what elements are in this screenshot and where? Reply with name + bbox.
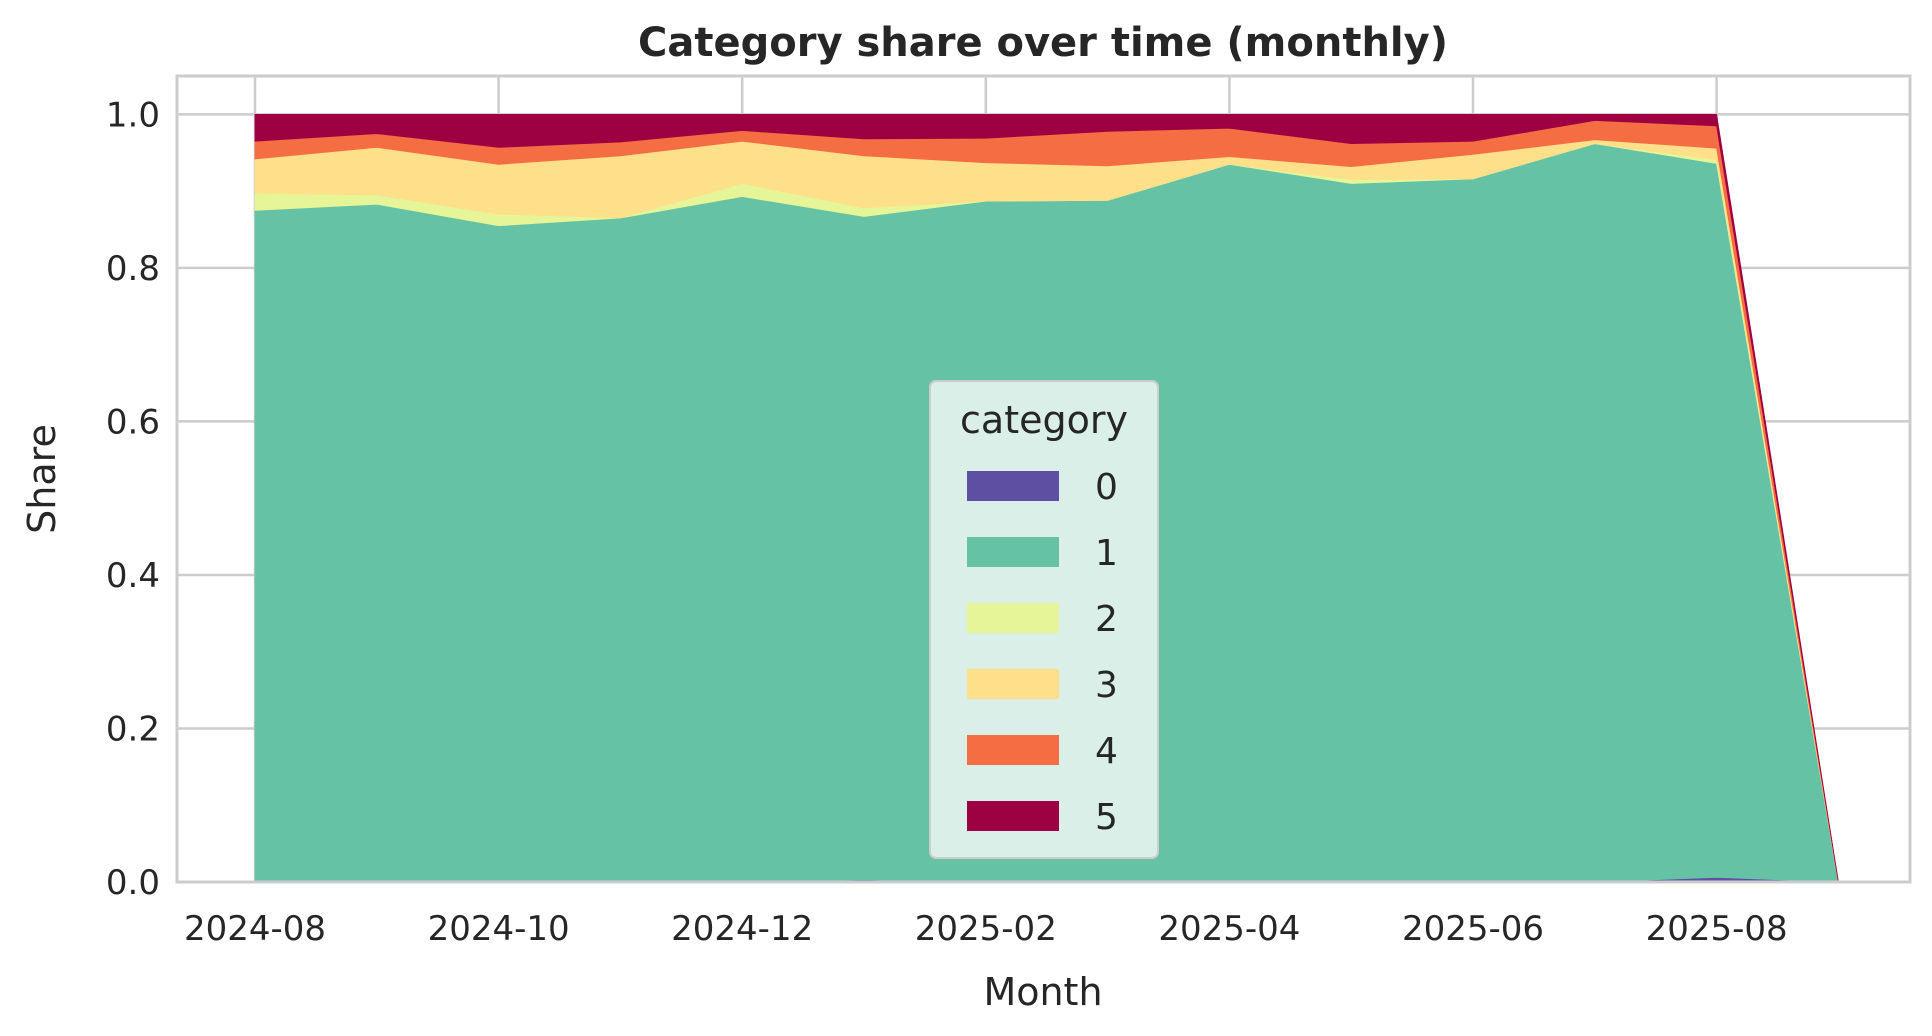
x-tick-labels: 2024-08 2024-10 2024-12 2025-02 2025-04 2025-… <box>184 909 1788 949</box>
x-tick-label-6: 2025-08 <box>1646 909 1788 949</box>
area-series-5 <box>254 114 1839 883</box>
legend-swatch-2 <box>967 603 1059 633</box>
y-tick-label-0: 0.0 <box>106 863 160 903</box>
x-tick-label-5: 2025-06 <box>1402 909 1544 949</box>
x-tick-label-1: 2024-10 <box>428 909 570 949</box>
legend-label-1: 1 <box>1095 533 1118 574</box>
x-tick-label-0: 2024-08 <box>184 909 326 949</box>
y-tick-label-2: 0.4 <box>106 556 160 596</box>
legend-label-3: 3 <box>1095 665 1118 706</box>
legend: category 0 1 2 3 4 5 <box>929 380 1159 859</box>
y-tick-label-1: 0.2 <box>106 709 160 749</box>
legend-label-5: 5 <box>1095 797 1118 838</box>
y-axis-title: Share <box>20 424 64 534</box>
y-tick-label-5: 1.0 <box>106 95 160 135</box>
legend-swatch-3 <box>967 669 1059 699</box>
chart-title: Category share over time (monthly) <box>638 20 1448 66</box>
legend-swatch-5 <box>967 801 1059 831</box>
y-tick-label-3: 0.6 <box>106 402 160 442</box>
x-axis-title: Month <box>983 970 1102 1014</box>
plot-frame <box>175 74 1912 884</box>
y-tick-label-4: 0.8 <box>106 249 160 289</box>
legend-label-0: 0 <box>1095 467 1118 508</box>
x-tick-label-4: 2025-04 <box>1158 909 1300 949</box>
legend-swatch-1 <box>967 537 1059 567</box>
x-tick-label-3: 2025-02 <box>915 909 1057 949</box>
legend-items: 0 1 2 3 4 5 <box>967 467 1118 838</box>
legend-title: category <box>960 398 1128 442</box>
legend-label-2: 2 <box>1095 599 1118 640</box>
legend-swatch-4 <box>967 735 1059 765</box>
legend-label-4: 4 <box>1095 731 1118 772</box>
legend-swatch-0 <box>967 471 1059 501</box>
y-tick-labels: 0.0 0.2 0.4 0.6 0.8 1.0 <box>106 95 160 903</box>
x-tick-label-2: 2024-12 <box>671 909 813 949</box>
